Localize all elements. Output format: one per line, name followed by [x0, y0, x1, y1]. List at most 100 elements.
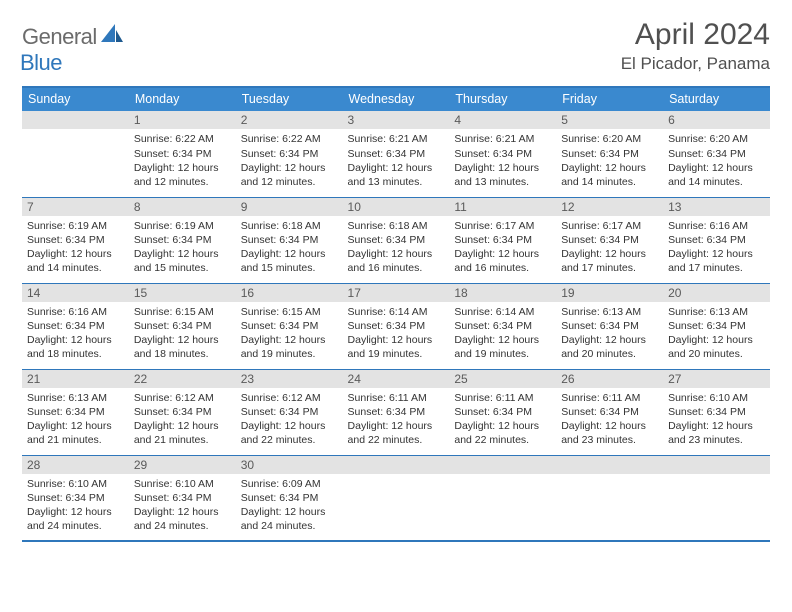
day-detail-line: Sunrise: 6:19 AM	[27, 219, 124, 233]
day-detail-line: Sunrise: 6:17 AM	[454, 219, 551, 233]
day-detail-line: and 13 minutes.	[454, 175, 551, 189]
day-detail-line: Sunset: 6:34 PM	[454, 233, 551, 247]
day-number: 1	[129, 111, 236, 129]
calendar-day-cell: 6Sunrise: 6:20 AMSunset: 6:34 PMDaylight…	[663, 111, 770, 197]
calendar-day-cell: 23Sunrise: 6:12 AMSunset: 6:34 PMDayligh…	[236, 369, 343, 455]
calendar-day-cell	[22, 111, 129, 197]
day-detail-line: Sunrise: 6:10 AM	[668, 391, 765, 405]
logo-sail-icon	[101, 24, 125, 49]
day-detail-line: and 24 minutes.	[134, 519, 231, 533]
calendar-day-cell: 13Sunrise: 6:16 AMSunset: 6:34 PMDayligh…	[663, 197, 770, 283]
day-detail-line: and 19 minutes.	[348, 347, 445, 361]
day-detail-line: and 18 minutes.	[27, 347, 124, 361]
day-number: 9	[236, 198, 343, 216]
calendar-day-cell: 24Sunrise: 6:11 AMSunset: 6:34 PMDayligh…	[343, 369, 450, 455]
calendar-week-row: 1Sunrise: 6:22 AMSunset: 6:34 PMDaylight…	[22, 111, 770, 197]
day-number: 6	[663, 111, 770, 129]
month-title: April 2024	[621, 18, 770, 52]
day-detail-line: Sunset: 6:34 PM	[348, 405, 445, 419]
brand-logo: General Blue	[22, 18, 125, 76]
day-detail-line: Sunrise: 6:09 AM	[241, 477, 338, 491]
day-detail-line: Sunset: 6:34 PM	[454, 319, 551, 333]
day-details: Sunrise: 6:21 AMSunset: 6:34 PMDaylight:…	[449, 129, 556, 193]
calendar-day-cell: 25Sunrise: 6:11 AMSunset: 6:34 PMDayligh…	[449, 369, 556, 455]
day-detail-line: Sunrise: 6:18 AM	[241, 219, 338, 233]
day-detail-line: Sunset: 6:34 PM	[241, 405, 338, 419]
day-number: 14	[22, 284, 129, 302]
day-number: 16	[236, 284, 343, 302]
day-detail-line: and 24 minutes.	[27, 519, 124, 533]
day-detail-line: Daylight: 12 hours	[454, 419, 551, 433]
day-details: Sunrise: 6:12 AMSunset: 6:34 PMDaylight:…	[236, 388, 343, 452]
day-detail-line: and 12 minutes.	[241, 175, 338, 189]
calendar-day-cell: 29Sunrise: 6:10 AMSunset: 6:34 PMDayligh…	[129, 455, 236, 541]
day-detail-line: and 19 minutes.	[454, 347, 551, 361]
day-number: 19	[556, 284, 663, 302]
calendar-day-cell: 20Sunrise: 6:13 AMSunset: 6:34 PMDayligh…	[663, 283, 770, 369]
day-number: 29	[129, 456, 236, 474]
day-detail-line: Sunset: 6:34 PM	[27, 319, 124, 333]
day-detail-line: Sunset: 6:34 PM	[134, 491, 231, 505]
day-details: Sunrise: 6:14 AMSunset: 6:34 PMDaylight:…	[343, 302, 450, 366]
day-details: Sunrise: 6:18 AMSunset: 6:34 PMDaylight:…	[343, 216, 450, 280]
day-detail-line: Sunrise: 6:19 AM	[134, 219, 231, 233]
day-number: 10	[343, 198, 450, 216]
day-number: 7	[22, 198, 129, 216]
calendar-day-cell: 9Sunrise: 6:18 AMSunset: 6:34 PMDaylight…	[236, 197, 343, 283]
day-details	[449, 474, 556, 481]
calendar-week-row: 28 Sunrise: 6:10 AM Sunset: 6:34 PM Dayligh…	[22, 455, 770, 541]
day-detail-line: and 22 minutes.	[241, 433, 338, 447]
day-number: 28	[22, 456, 129, 474]
day-details: Sunrise: 6:15 AMSunset: 6:34 PMDaylight:…	[236, 302, 343, 366]
day-detail-line: Sunset: 6:34 PM	[241, 233, 338, 247]
day-detail-line: and 14 minutes.	[27, 261, 124, 275]
calendar-day-cell: 17Sunrise: 6:14 AMSunset: 6:34 PMDayligh…	[343, 283, 450, 369]
calendar-day-cell: 15Sunrise: 6:15 AMSunset: 6:34 PMDayligh…	[129, 283, 236, 369]
calendar-day-cell: 7Sunrise: 6:19 AMSunset: 6:34 PMDaylight…	[22, 197, 129, 283]
day-details: Sunrise: 6:16 AMSunset: 6:34 PMDaylight:…	[663, 216, 770, 280]
day-detail-line: Daylight: 12 hours	[348, 419, 445, 433]
day-details: Sunrise: 6:22 AMSunset: 6:34 PMDaylight:…	[236, 129, 343, 193]
day-detail-line: Daylight: 12 hours	[668, 247, 765, 261]
calendar-day-cell: 2Sunrise: 6:22 AMSunset: 6:34 PMDaylight…	[236, 111, 343, 197]
day-detail-line: Sunrise: 6:20 AM	[561, 132, 658, 146]
day-detail-line: Sunset: 6:34 PM	[27, 233, 124, 247]
day-details: Sunrise: 6:11 AMSunset: 6:34 PMDaylight:…	[343, 388, 450, 452]
calendar-day-cell: 18Sunrise: 6:14 AMSunset: 6:34 PMDayligh…	[449, 283, 556, 369]
day-details	[22, 129, 129, 136]
day-number: 4	[449, 111, 556, 129]
day-detail-line: Daylight: 12 hours	[27, 333, 124, 347]
day-detail-line: Daylight: 12 hours	[241, 505, 338, 519]
day-details: Sunrise: 6:09 AMSunset: 6:34 PMDaylight:…	[236, 474, 343, 538]
day-detail-line: Daylight: 12 hours	[134, 333, 231, 347]
dow-header: Saturday	[663, 87, 770, 111]
calendar-day-cell: 3Sunrise: 6:21 AMSunset: 6:34 PMDaylight…	[343, 111, 450, 197]
day-detail-line: Sunset: 6:34 PM	[134, 405, 231, 419]
day-details: Sunrise: 6:13 AMSunset: 6:34 PMDaylight:…	[22, 388, 129, 452]
day-detail-line: Sunrise: 6:10 AM	[27, 477, 124, 491]
day-detail-line: Daylight: 12 hours	[134, 247, 231, 261]
calendar-day-cell: 21Sunrise: 6:13 AMSunset: 6:34 PMDayligh…	[22, 369, 129, 455]
day-detail-line: and 17 minutes.	[561, 261, 658, 275]
day-details: Sunrise: 6:17 AMSunset: 6:34 PMDaylight:…	[449, 216, 556, 280]
day-detail-line: Sunrise: 6:12 AM	[134, 391, 231, 405]
day-detail-line: Sunrise: 6:16 AM	[668, 219, 765, 233]
dow-header: Friday	[556, 87, 663, 111]
day-detail-line: and 20 minutes.	[668, 347, 765, 361]
day-detail-line: Sunrise: 6:14 AM	[454, 305, 551, 319]
calendar-day-cell	[663, 455, 770, 541]
calendar-day-cell: 28Sunrise: 6:10 AMSunset: 6:34 PMDayligh…	[22, 455, 129, 541]
day-detail-line: Sunrise: 6:21 AM	[454, 132, 551, 146]
page-header: General Blue April 2024 El Picador, Pana…	[22, 18, 770, 76]
day-detail-line: Sunset: 6:34 PM	[454, 147, 551, 161]
day-detail-line: Sunset: 6:34 PM	[134, 147, 231, 161]
day-detail-line: and 19 minutes.	[241, 347, 338, 361]
day-details: Sunrise: 6:11 AMSunset: 6:34 PMDaylight:…	[556, 388, 663, 452]
day-detail-line: Sunrise: 6:15 AM	[241, 305, 338, 319]
day-detail-line: Sunset: 6:34 PM	[561, 405, 658, 419]
day-detail-line: Sunset: 6:34 PM	[241, 319, 338, 333]
day-detail-line: Sunset: 6:34 PM	[454, 405, 551, 419]
day-number: 22	[129, 370, 236, 388]
day-details: Sunrise: 6:11 AMSunset: 6:34 PMDaylight:…	[449, 388, 556, 452]
day-detail-line: and 14 minutes.	[668, 175, 765, 189]
